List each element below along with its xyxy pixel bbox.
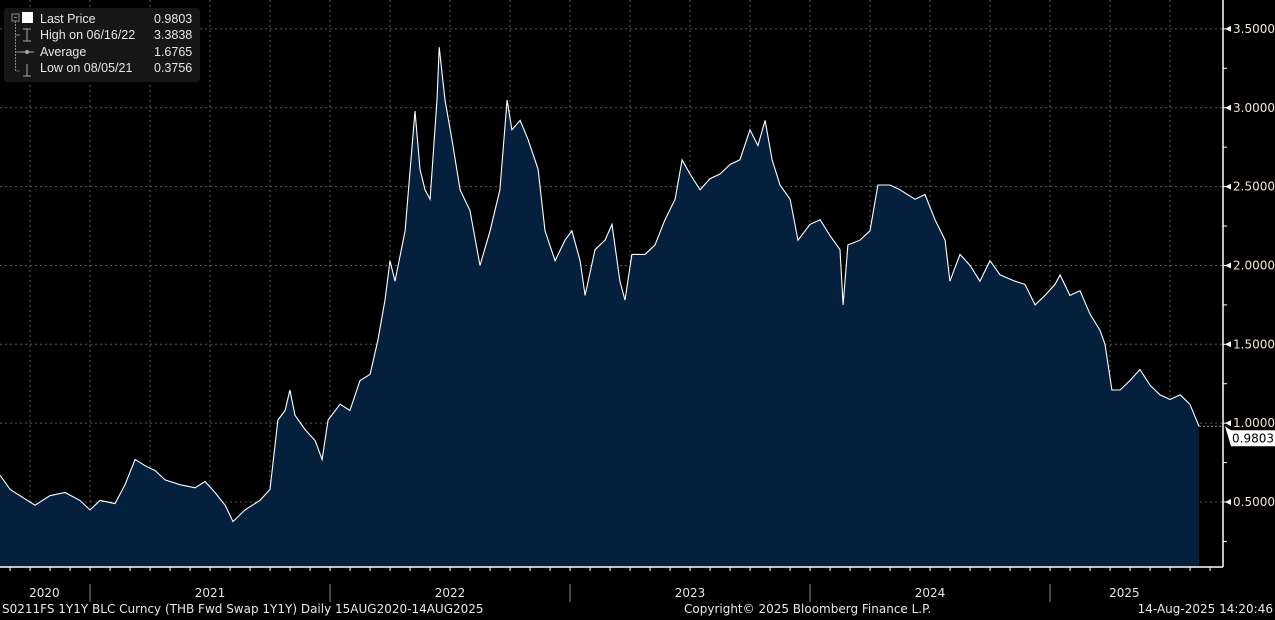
y-axis-labels: 0.5000 1.0000 1.5000 2.0000 2.5000 3.0000 3.50… bbox=[1225, 22, 1275, 509]
y-tick-label: 3.0000 bbox=[1233, 101, 1275, 115]
y-tick-arrow bbox=[1225, 104, 1231, 111]
legend-label-high: High on 06/16/22 bbox=[40, 28, 136, 42]
y-tick-label: 1.0000 bbox=[1233, 416, 1275, 430]
x-tick-label: 2020 bbox=[29, 586, 60, 600]
x-tick-label: 2024 bbox=[915, 586, 946, 600]
y-tick-arrow bbox=[1225, 183, 1231, 190]
legend-tree-icon bbox=[11, 12, 34, 77]
last-price-label: 0.9803 bbox=[1232, 431, 1274, 445]
legend-label-last-price: Last Price bbox=[40, 12, 96, 26]
last-price-box bbox=[1225, 426, 1275, 447]
legend-label-low: Low on 08/05/21 bbox=[40, 61, 133, 75]
legend-value-last-price: 0.9803 bbox=[154, 12, 193, 26]
price-area bbox=[0, 47, 1199, 567]
y-tick-label: 3.5000 bbox=[1233, 22, 1275, 36]
price-line bbox=[0, 47, 1200, 523]
axes bbox=[0, 0, 1227, 602]
legend-value-average: 1.6765 bbox=[154, 45, 193, 59]
legend-label-average: Average bbox=[40, 45, 87, 59]
y-tick-arrow bbox=[1225, 341, 1231, 348]
price-chart: 0.5000 1.0000 1.5000 2.0000 2.5000 3.0000 3.50… bbox=[0, 0, 1275, 602]
x-axis-labels: 2020 2021 2022 2023 2024 2025 bbox=[29, 586, 1140, 600]
y-tick-label: 2.0000 bbox=[1233, 258, 1275, 272]
y-tick-arrow bbox=[1225, 420, 1231, 427]
y-tick-arrow bbox=[1225, 262, 1231, 269]
legend-value-low: 0.3756 bbox=[154, 61, 193, 75]
y-tick-arrow bbox=[1225, 499, 1231, 505]
y-tick-label: 0.5000 bbox=[1233, 495, 1275, 509]
x-tick-label: 2021 bbox=[195, 586, 226, 600]
x-tick-label: 2023 bbox=[675, 586, 706, 600]
copyright-text: Copyright© 2025 Bloomberg Finance L.P. bbox=[684, 602, 932, 616]
timestamp: 14-Aug-2025 14:20:46 bbox=[1137, 602, 1273, 616]
last-price-marker: 0.9803 bbox=[1225, 426, 1275, 447]
y-tick-label: 2.5000 bbox=[1233, 180, 1275, 194]
x-tick-label: 2022 bbox=[435, 586, 466, 600]
y-tick-label: 1.5000 bbox=[1233, 337, 1275, 351]
x-tick-label: 2025 bbox=[1109, 586, 1140, 600]
y-tick-arrow bbox=[1225, 25, 1231, 32]
legend-value-high: 3.3838 bbox=[154, 28, 193, 42]
legend: Last Price 0.9803 High on 06/16/22 3.383… bbox=[4, 8, 200, 82]
security-description: S0211FS 1Y1Y BLC Curncy (THB Fwd Swap 1Y… bbox=[2, 602, 484, 616]
